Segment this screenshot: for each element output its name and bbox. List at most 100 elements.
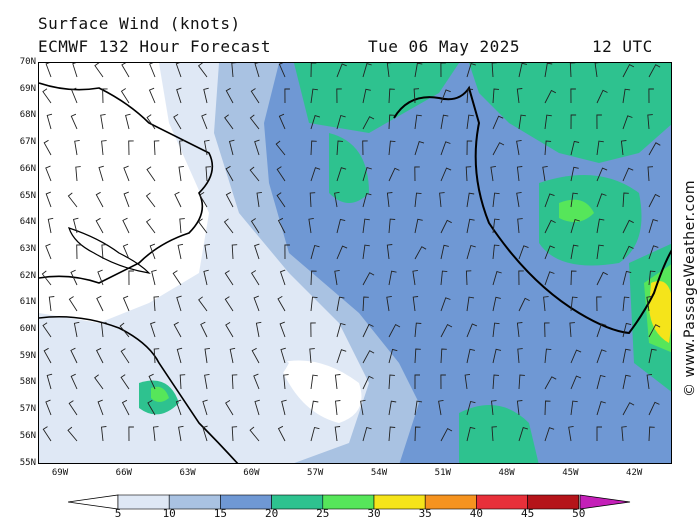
wind-map (38, 62, 672, 464)
latitude-label: 59N (19, 350, 36, 361)
wind-barb (175, 399, 182, 416)
wind-barb (279, 269, 286, 286)
wind-barb (122, 217, 130, 234)
wind-barb (517, 218, 523, 234)
wind-barb (336, 167, 347, 182)
wind-barb (362, 192, 372, 208)
longitude-label: 66W (115, 468, 132, 478)
wind-barb (570, 219, 580, 234)
wind-barb (276, 166, 286, 182)
wind-barb (253, 373, 260, 390)
wind-barb (201, 113, 208, 130)
wind-barb (120, 374, 130, 390)
wind-barb (362, 350, 375, 364)
wind-barb (465, 270, 472, 286)
wind-barb (101, 140, 107, 156)
wind-barb (278, 113, 286, 130)
wind-barb (310, 426, 320, 442)
wind-barb (518, 270, 524, 286)
colorbar-label: 40 (469, 507, 484, 520)
wind-barb (518, 297, 530, 312)
wind-barb (280, 347, 286, 364)
wind-barb (153, 348, 160, 364)
wind-barb (569, 63, 576, 78)
wind-barb (466, 400, 476, 416)
wind-barb (596, 374, 606, 390)
wind-barb (413, 88, 420, 104)
wind-barb (464, 373, 471, 390)
wind-barb (197, 63, 208, 78)
wind-barb (466, 348, 475, 364)
wind-barb (648, 245, 659, 260)
wind-barb (440, 219, 452, 234)
wind-barb (388, 400, 397, 416)
wind-barb (544, 271, 555, 286)
wind-barb (622, 322, 632, 338)
wind-barb (175, 63, 182, 78)
wind-barb (277, 425, 286, 442)
wind-barb (492, 322, 500, 338)
wind-zone-gale (559, 199, 594, 222)
wind-barb (440, 427, 453, 442)
latitude-label: 64N (19, 217, 36, 228)
wind-barb (277, 217, 286, 234)
wind-barb (518, 114, 526, 130)
wind-barb (440, 297, 451, 312)
wind-barb (310, 400, 319, 416)
wind-barb (149, 63, 156, 78)
wind-barb (648, 142, 661, 156)
wind-barb (544, 348, 552, 364)
wind-barb (250, 88, 260, 104)
wind-barb (148, 373, 156, 390)
wind-barb (119, 322, 130, 338)
wind-barb (647, 166, 654, 182)
wind-barb (151, 269, 157, 286)
wind-barb (622, 348, 631, 364)
wind-barb (76, 244, 82, 260)
wind-barb (225, 87, 234, 104)
wind-barb (125, 113, 131, 130)
latitude-label: 56N (19, 430, 36, 441)
latitude-label: 58N (19, 377, 36, 388)
wind-barb (310, 322, 316, 338)
wind-barb (279, 321, 286, 338)
wind-barb (388, 374, 395, 390)
wind-barb (596, 349, 607, 364)
baffin-coastline (39, 82, 214, 284)
latitude-label: 60N (19, 324, 36, 334)
wind-barb (439, 192, 445, 208)
wind-barb (173, 321, 182, 338)
wind-barb (149, 243, 156, 260)
wind-barb (388, 348, 398, 364)
wind-barb (542, 165, 548, 182)
wind-barb (251, 347, 260, 364)
wind-barb (102, 88, 108, 104)
wind-barb (45, 191, 52, 208)
wind-barb (229, 347, 236, 364)
wind-barb (42, 426, 52, 442)
wind-barb (179, 140, 185, 156)
wind-barb (153, 296, 160, 312)
wind-barb (622, 167, 634, 182)
wind-barb (128, 140, 134, 156)
longitude-label: 42W (626, 468, 643, 478)
wind-barb (122, 295, 130, 312)
wind-barb (310, 167, 321, 182)
wind-barb (570, 114, 577, 130)
wind-barb (516, 88, 523, 104)
wind-barb (203, 269, 209, 286)
wind-barb (95, 347, 104, 364)
wind-barb (544, 193, 555, 208)
wind-zone-strong (539, 175, 642, 266)
colorbar-cell (527, 494, 580, 510)
wind-barb (414, 218, 423, 234)
wind-barb (177, 243, 184, 260)
wind-barb (336, 245, 348, 260)
wind-barb (412, 269, 418, 286)
wind-barb (204, 373, 210, 390)
wind-barb (249, 114, 260, 130)
wind-barb (648, 324, 661, 338)
wind-barb (284, 88, 290, 104)
wind-barb (386, 63, 392, 78)
wind-barb (205, 166, 212, 182)
